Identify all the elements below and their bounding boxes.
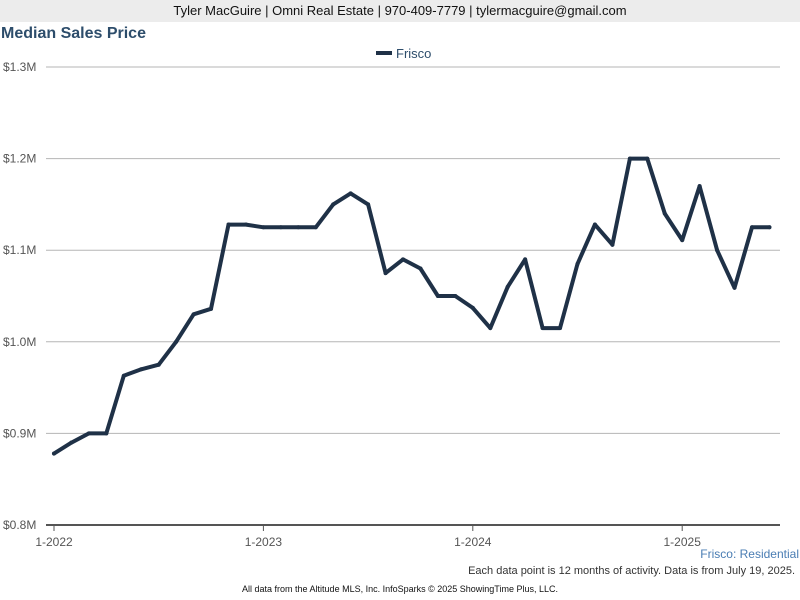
data-point <box>156 362 161 367</box>
data-point <box>697 184 702 189</box>
data-point <box>261 225 266 230</box>
data-point <box>174 339 179 344</box>
data-point <box>191 312 196 317</box>
data-point <box>278 225 283 230</box>
data-point <box>610 242 615 247</box>
data-point <box>226 222 231 227</box>
grid-lines <box>46 66 780 526</box>
x-tick-label: 1-2022 <box>35 535 73 549</box>
data-note: Each data point is 12 months of activity… <box>468 565 795 577</box>
data-point <box>139 367 144 372</box>
data-point <box>435 294 440 298</box>
data-point <box>86 431 91 436</box>
data-point <box>69 440 74 445</box>
data-point <box>627 156 632 161</box>
data-point <box>418 266 423 271</box>
data-point <box>243 222 248 227</box>
data-point <box>313 225 318 230</box>
data-point <box>767 225 772 230</box>
data-point <box>209 306 214 311</box>
chart-title: Median Sales Price <box>1 25 146 42</box>
data-point <box>366 202 371 207</box>
data-point <box>52 451 56 456</box>
data-point <box>331 202 336 207</box>
data-point <box>296 225 301 230</box>
legend-label-frisco: Frisco <box>396 46 431 61</box>
footer-attribution: All data from the Altitude MLS, Inc. Inf… <box>242 584 558 594</box>
data-point <box>662 211 667 216</box>
data-point <box>540 326 545 331</box>
y-axis-ticks: $0.8M $0.9M $1.0M $1.1M $1.2M $1.3M <box>3 60 36 532</box>
data-point <box>453 294 458 298</box>
x-tick-label: 1-2024 <box>454 535 492 549</box>
data-point <box>592 222 597 227</box>
data-point <box>558 326 563 331</box>
legend: Frisco <box>376 46 431 61</box>
data-point <box>750 225 754 230</box>
data-point <box>575 261 580 266</box>
y-tick-label: $0.9M <box>3 426 36 440</box>
data-point <box>732 285 737 290</box>
x-tick-label: 1-2025 <box>664 535 702 549</box>
series-lines <box>52 156 772 456</box>
data-point <box>348 191 353 196</box>
data-point <box>715 248 720 253</box>
y-tick-label: $1.0M <box>3 335 36 349</box>
data-point <box>645 156 650 161</box>
contact-header: Tyler MacGuire | Omni Real Estate | 970-… <box>0 0 800 22</box>
y-tick-label: $1.2M <box>3 152 36 166</box>
data-point <box>680 238 685 243</box>
data-point <box>505 284 510 289</box>
series-line-frisco <box>52 156 772 456</box>
data-point <box>470 305 475 310</box>
data-point <box>401 257 405 262</box>
data-point <box>488 326 493 331</box>
data-point <box>104 431 109 436</box>
data-point <box>523 257 528 262</box>
chart-subtitle: Frisco: Residential <box>700 547 799 561</box>
y-tick-label: $1.3M <box>3 60 36 74</box>
x-axis-ticks: 1-2022 1-2023 1-2024 1-2025 <box>35 525 701 549</box>
x-tick-label: 1-2023 <box>245 535 283 549</box>
data-point <box>121 373 126 378</box>
y-tick-label: $0.8M <box>3 518 36 532</box>
data-point <box>383 271 388 276</box>
y-tick-label: $1.1M <box>3 243 36 257</box>
